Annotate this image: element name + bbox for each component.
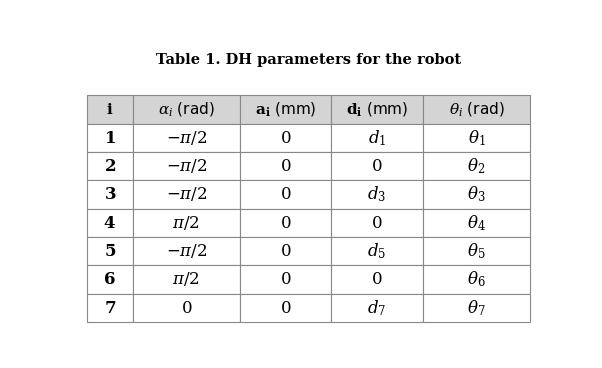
Text: $d_7$: $d_7$	[367, 298, 386, 318]
Text: $\boldsymbol{\theta_i}$ (rad): $\boldsymbol{\theta_i}$ (rad)	[448, 100, 504, 118]
Bar	[240, 209, 331, 237]
Bar	[240, 294, 331, 322]
Bar	[240, 180, 331, 209]
Text: $\theta_1$: $\theta_1$	[468, 128, 485, 148]
Text: $\mathbf{7}$: $\mathbf{7}$	[104, 299, 116, 317]
Text: $0$: $0$	[371, 214, 383, 232]
Bar	[240, 152, 331, 180]
Text: $0$: $0$	[280, 129, 291, 147]
Text: $\theta_5$: $\theta_5$	[467, 241, 486, 261]
Bar	[132, 124, 240, 152]
Bar	[132, 294, 240, 322]
Text: $0$: $0$	[280, 299, 291, 317]
Bar	[87, 265, 132, 294]
Text: $- \pi/2$: $- \pi/2$	[166, 185, 207, 204]
Text: $0$: $0$	[181, 299, 192, 317]
Text: $\pi/2$: $\pi/2$	[172, 270, 200, 289]
Bar	[240, 265, 331, 294]
Bar	[423, 180, 530, 209]
Text: $\mathbf{2}$: $\mathbf{2}$	[104, 157, 116, 175]
Bar	[423, 209, 530, 237]
Text: $\theta_3$: $\theta_3$	[467, 184, 486, 204]
Text: $\mathbf{5}$: $\mathbf{5}$	[104, 242, 116, 260]
Text: $\mathbf{i}$: $\mathbf{i}$	[106, 102, 113, 117]
Text: $- \pi/2$: $- \pi/2$	[166, 242, 207, 260]
Text: $\mathbf{d_i}$ (mm): $\mathbf{d_i}$ (mm)	[346, 100, 408, 118]
Text: $d_5$: $d_5$	[367, 241, 386, 261]
Text: $\theta_4$: $\theta_4$	[467, 213, 486, 233]
Text: $0$: $0$	[280, 270, 291, 289]
Text: $\boldsymbol{\alpha_i}$ (rad): $\boldsymbol{\alpha_i}$ (rad)	[158, 100, 215, 118]
Bar	[87, 95, 132, 124]
Bar	[240, 237, 331, 265]
Bar	[87, 237, 132, 265]
Bar	[331, 152, 423, 180]
Bar	[423, 124, 530, 152]
Bar	[423, 294, 530, 322]
Text: $0$: $0$	[371, 270, 383, 289]
Bar	[87, 180, 132, 209]
Bar	[423, 152, 530, 180]
Bar	[132, 237, 240, 265]
Text: $d_3$: $d_3$	[367, 184, 386, 204]
Bar	[87, 294, 132, 322]
Text: $\mathbf{6}$: $\mathbf{6}$	[104, 270, 116, 289]
Text: $0$: $0$	[371, 157, 383, 175]
Text: $-\pi/2$: $-\pi/2$	[166, 157, 207, 175]
Bar	[331, 294, 423, 322]
Bar	[331, 180, 423, 209]
Bar	[240, 124, 331, 152]
Bar	[331, 124, 423, 152]
Text: $d_1$: $d_1$	[368, 128, 386, 148]
Bar	[423, 95, 530, 124]
Text: $\mathbf{a_i}$ (mm): $\mathbf{a_i}$ (mm)	[255, 100, 317, 118]
Text: $\theta_7$: $\theta_7$	[467, 298, 486, 318]
Text: $\pi/2$: $\pi/2$	[172, 214, 200, 232]
Bar	[87, 209, 132, 237]
Bar	[132, 95, 240, 124]
Text: $- \pi/2$: $- \pi/2$	[166, 129, 207, 147]
Text: Table 1. DH parameters for the robot: Table 1. DH parameters for the robot	[156, 53, 461, 67]
Bar	[331, 237, 423, 265]
Bar	[423, 237, 530, 265]
Text: $0$: $0$	[280, 214, 291, 232]
Bar	[132, 180, 240, 209]
Bar	[331, 95, 423, 124]
Bar	[132, 152, 240, 180]
Text: $\mathbf{3}$: $\mathbf{3}$	[104, 185, 116, 204]
Text: $0$: $0$	[280, 242, 291, 260]
Text: $\mathbf{1}$: $\mathbf{1}$	[104, 129, 116, 147]
Bar	[87, 152, 132, 180]
Bar	[331, 265, 423, 294]
Bar	[87, 124, 132, 152]
Bar	[132, 265, 240, 294]
Bar	[240, 95, 331, 124]
Bar	[132, 209, 240, 237]
Text: $\theta_2$: $\theta_2$	[467, 156, 486, 176]
Text: $0$: $0$	[280, 185, 291, 204]
Bar	[331, 209, 423, 237]
Text: $0$: $0$	[280, 157, 291, 175]
Bar	[423, 265, 530, 294]
Text: $\theta_6$: $\theta_6$	[467, 269, 486, 289]
Text: $\mathbf{4}$: $\mathbf{4}$	[104, 214, 116, 232]
